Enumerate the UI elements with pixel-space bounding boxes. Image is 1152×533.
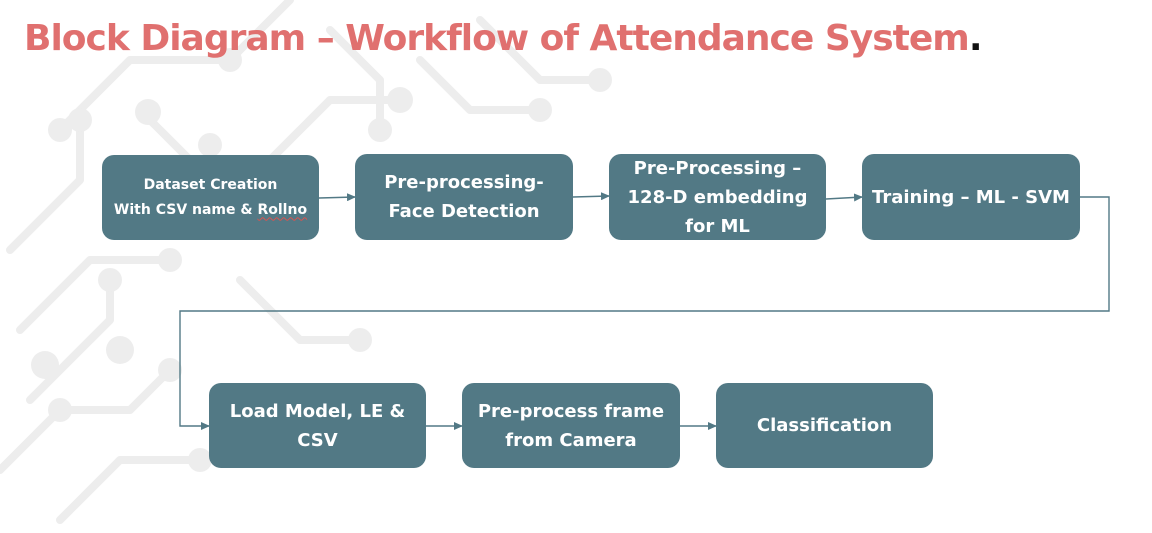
arrow-dataset-to-face-detection	[318, 193, 356, 202]
node-embedding-line2: 128-D embedding	[627, 186, 808, 208]
node-training-line1: Training – ML - SVM	[872, 186, 1070, 208]
arrow-training-to-load-model	[179, 196, 1110, 430]
arrow-embedding-to-training	[825, 193, 863, 202]
node-face-detection-line2: Face Detection	[388, 201, 540, 222]
node-embedding-line1: Pre-Processing –	[633, 157, 802, 179]
node-preprocess-frame-line1: Pre-process frame	[477, 400, 665, 422]
node-dataset-creation-line1: Dataset Creation	[143, 176, 278, 193]
node-dataset-creation-line2: With CSV name & Rollno	[113, 201, 308, 218]
node-training: Training – ML - SVM	[862, 154, 1080, 240]
node-preprocess-frame: Pre-process frame from Camera	[462, 383, 680, 468]
node-preprocess-frame-line2: from Camera	[505, 429, 637, 451]
title-period: .	[968, 18, 983, 59]
node-load-model-line1: Load Model, LE & CSV	[229, 400, 406, 451]
node-embedding: Pre-Processing – 128-D embedding for ML	[609, 154, 826, 240]
node-dataset-creation: Dataset Creation With CSV name & Rollno	[102, 155, 319, 240]
node-embedding-line3: for ML	[685, 215, 750, 237]
node-face-detection-line1: Pre-processing-	[384, 172, 544, 193]
arrow-face-detection-to-embedding	[572, 192, 610, 201]
page-title: Block Diagram – Workflow of Attendance S…	[24, 18, 982, 59]
node-face-detection: Pre-processing- Face Detection	[355, 154, 573, 240]
spellcheck-flagged-word: Rollno	[257, 201, 308, 218]
node-classification-line1: Classification	[756, 415, 893, 436]
node-load-model: Load Model, LE & CSV	[209, 383, 426, 468]
node-classification: Classification	[716, 383, 933, 468]
title-text: Block Diagram – Workflow of Attendance S…	[24, 18, 970, 59]
